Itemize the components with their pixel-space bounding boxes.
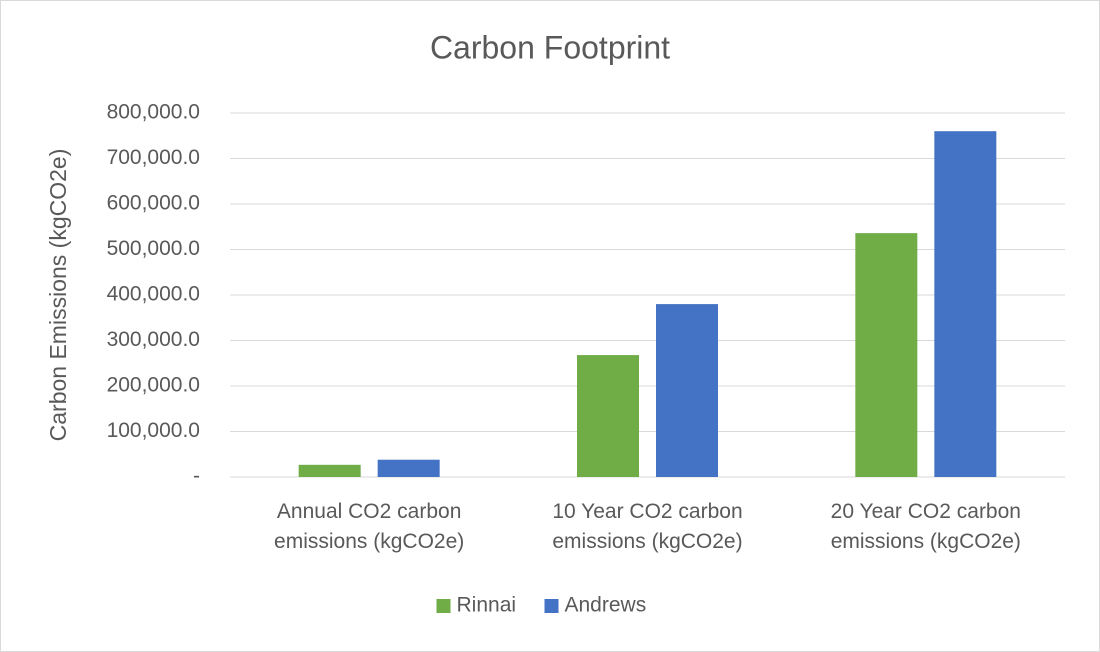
chart-title: Carbon Footprint — [430, 29, 670, 65]
x-tick-label-box: 10 Year CO2 carbon emissions (kgCO2e) — [552, 500, 743, 553]
legend-label: Andrews — [565, 594, 647, 617]
legend-swatch — [544, 599, 559, 613]
y-axis-label: Carbon Emissions (kgCO2e) — [45, 149, 71, 442]
y-tick-label: 200,000.0 — [107, 374, 200, 397]
x-tick-label: 20 Year CO2 carbon emissions (kgCO2e) — [830, 500, 1021, 553]
bar — [577, 355, 639, 477]
y-tick-label: - — [193, 465, 200, 488]
bar — [934, 131, 997, 477]
bar — [298, 464, 361, 477]
y-tick-label: 100,000.0 — [107, 419, 200, 442]
y-tick-label: 300,000.0 — [107, 328, 200, 351]
x-tick-label: Annual CO2 carbon emissions (kgCO2e) — [274, 500, 465, 553]
legend-swatch — [436, 599, 451, 613]
legend-label: Rinnai — [457, 594, 517, 617]
x-tick-label-box: Annual CO2 carbon emissions (kgCO2e) — [274, 500, 465, 553]
y-tick-label: 600,000.0 — [107, 192, 200, 215]
bar — [377, 459, 440, 477]
y-tick-label: 400,000.0 — [107, 283, 200, 306]
bar — [855, 233, 918, 477]
y-tick-label: 500,000.0 — [107, 237, 200, 260]
x-tick-label: 10 Year CO2 carbon emissions (kgCO2e) — [552, 500, 743, 553]
y-tick-label: 700,000.0 — [107, 146, 200, 169]
y-tick-label: 800,000.0 — [107, 101, 200, 124]
x-tick-label-box: 20 Year CO2 carbon emissions (kgCO2e) — [830, 500, 1021, 553]
bar — [656, 304, 718, 477]
